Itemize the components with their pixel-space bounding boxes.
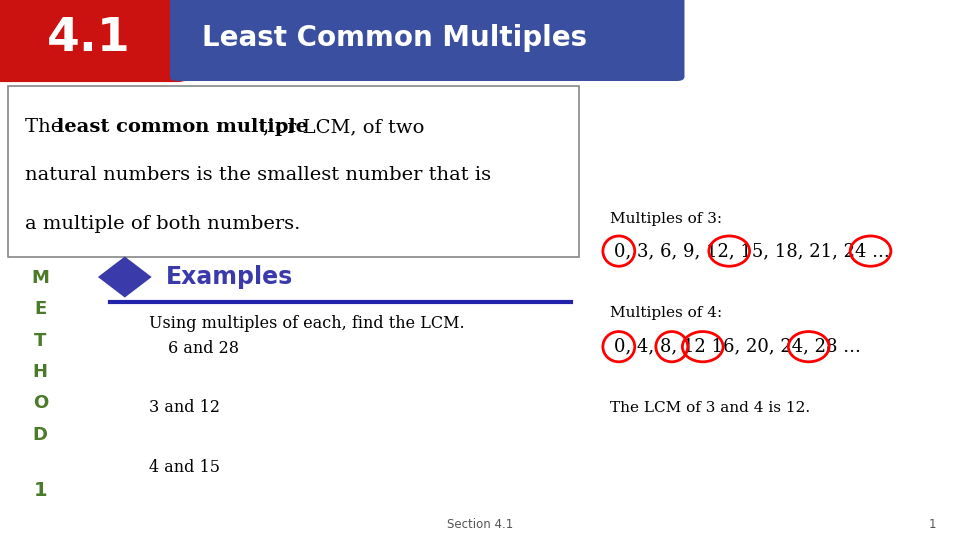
Text: 6 and 28: 6 and 28	[168, 340, 239, 357]
Text: , or LCM, of two: , or LCM, of two	[263, 118, 424, 136]
FancyBboxPatch shape	[0, 0, 187, 82]
Text: 4 and 15: 4 and 15	[149, 458, 220, 476]
FancyBboxPatch shape	[8, 86, 579, 256]
Text: 1: 1	[34, 481, 47, 500]
Text: T: T	[35, 332, 46, 350]
Text: a multiple of both numbers.: a multiple of both numbers.	[25, 215, 300, 233]
Text: Multiples of 4:: Multiples of 4:	[610, 306, 722, 320]
Text: D: D	[33, 426, 48, 444]
Polygon shape	[98, 256, 152, 298]
Text: Section 4.1: Section 4.1	[446, 518, 514, 531]
Text: 4.1: 4.1	[47, 16, 131, 61]
Text: Examples: Examples	[166, 265, 294, 289]
Text: 0, 3, 6, 9, 12, 15, 18, 21, 24 ...: 0, 3, 6, 9, 12, 15, 18, 21, 24 ...	[614, 242, 890, 260]
Text: The LCM of 3 and 4 is 12.: The LCM of 3 and 4 is 12.	[610, 401, 809, 415]
Text: M: M	[32, 269, 49, 287]
Text: 0, 4, 8, 12 16, 20, 24, 28 ...: 0, 4, 8, 12 16, 20, 24, 28 ...	[614, 338, 861, 356]
Text: The: The	[25, 118, 68, 136]
Text: O: O	[33, 394, 48, 413]
FancyBboxPatch shape	[170, 0, 684, 81]
Text: H: H	[33, 363, 48, 381]
Text: 3 and 12: 3 and 12	[149, 399, 220, 416]
Text: least common multiple: least common multiple	[57, 118, 307, 136]
Text: E: E	[35, 300, 46, 319]
Text: Multiples of 3:: Multiples of 3:	[610, 212, 722, 226]
Text: Using multiples of each, find the LCM.: Using multiples of each, find the LCM.	[149, 315, 465, 333]
Text: 1: 1	[928, 518, 936, 531]
Text: Least Common Multiples: Least Common Multiples	[202, 24, 587, 52]
Text: natural numbers is the smallest number that is: natural numbers is the smallest number t…	[25, 166, 492, 185]
